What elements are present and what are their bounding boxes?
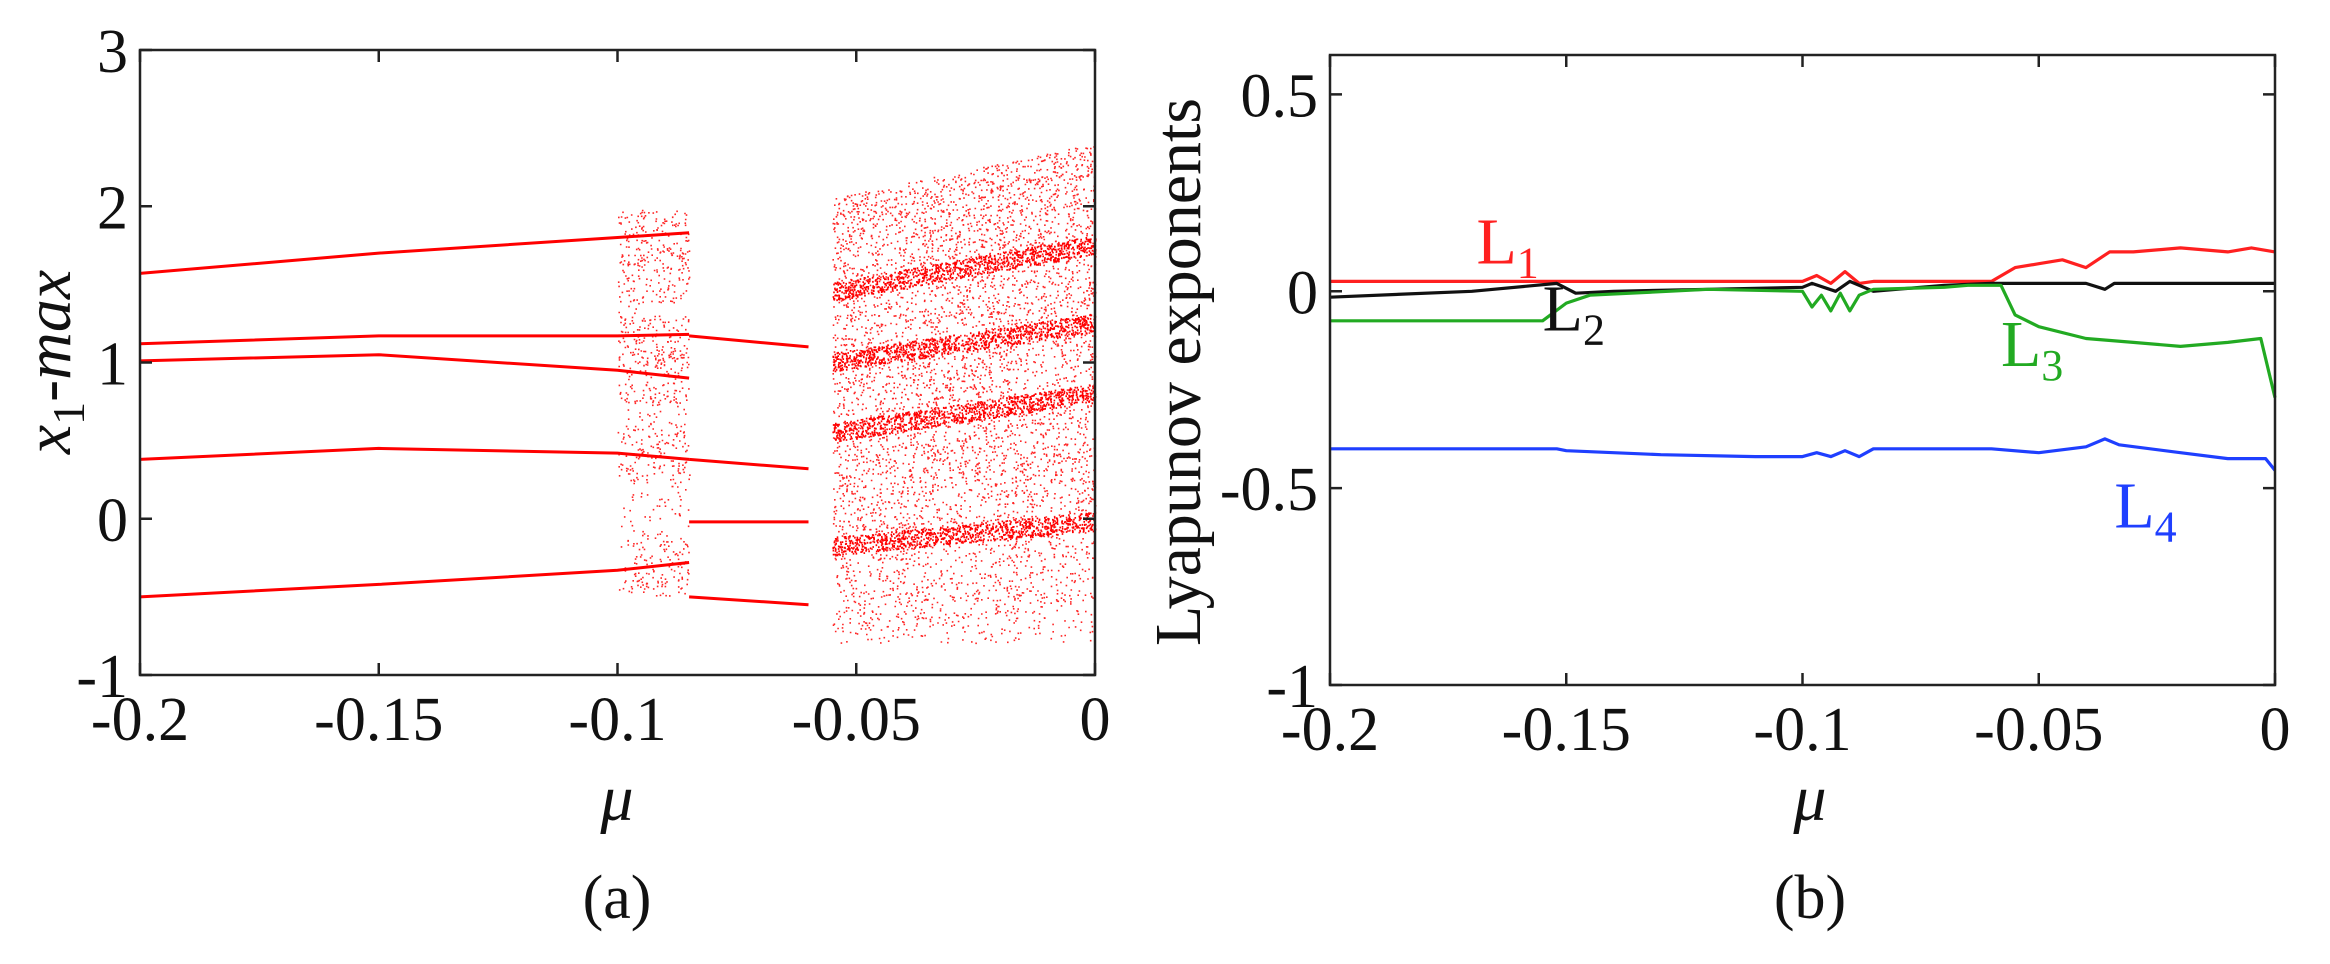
y-label-x: x — [12, 425, 85, 455]
lyapunov-line-L3 — [1330, 283, 2277, 398]
panel-b-x-axis-label: μ — [1792, 762, 1826, 835]
panel-a-ticks — [138, 48, 1097, 677]
x-tick-label: 0 — [2260, 696, 2291, 764]
lyapunov-line-L1 — [1330, 246, 2276, 285]
x-tick-label: -0.05 — [1974, 696, 2103, 764]
y-tick-label: -0.5 — [1220, 456, 1318, 524]
series-label-L2: L2 — [1543, 273, 1605, 355]
lyapunov-line-L4 — [1330, 437, 2277, 472]
series-label-letter: L — [1476, 206, 1516, 279]
panel-a-x-axis-label: μ — [599, 762, 633, 835]
panel-a-x-tick-labels: -0.2 -0.15 -0.1 -0.05 0 — [91, 686, 1111, 754]
series-label-letter: L — [1543, 273, 1583, 346]
series-label-subscript: 4 — [2155, 503, 2177, 552]
series-label-L1: L1 — [1476, 206, 1538, 288]
bifurcation-branch — [139, 332, 690, 346]
panel-a-y-axis-label: x1-max — [12, 270, 94, 455]
y-tick-label: 0.5 — [1241, 62, 1319, 130]
panel-b-lyapunov: -0.2 -0.15 -0.1 -0.05 0 -1 -0.5 0 0.5 μ Lyapuno… — [1142, 53, 2291, 932]
y-tick-label: 0 — [97, 487, 128, 555]
series-label-subscript: 1 — [1517, 239, 1539, 288]
series-label-subscript: 2 — [1583, 306, 1605, 355]
y-tick-label: 0 — [1287, 259, 1318, 327]
bifurcation-branch — [689, 595, 809, 607]
panel-b-ticks — [1328, 55, 2277, 687]
x-tick-label: 0 — [1080, 686, 1111, 754]
panel-a-frame — [138, 48, 1097, 677]
x-tick-label: -0.05 — [792, 686, 921, 754]
bifurcation-branch — [139, 353, 690, 380]
x-tick-label: -0.1 — [568, 686, 666, 754]
bifurcation-branch — [139, 561, 690, 599]
x-tick-label: -0.15 — [314, 686, 443, 754]
y-tick-label: 1 — [97, 331, 128, 399]
panel-b-y-tick-labels: -1 -0.5 0 0.5 — [1220, 62, 1318, 721]
y-tick-label: -1 — [1266, 653, 1318, 721]
bifurcation-branch — [139, 231, 690, 275]
panel-a-caption: (a) — [583, 864, 652, 932]
panel-b-x-tick-labels: -0.2 -0.15 -0.1 -0.05 0 — [1281, 696, 2291, 764]
chaotic-band — [832, 511, 1097, 557]
y-label-suffix: -max — [12, 270, 85, 402]
y-tick-label: 3 — [97, 18, 128, 86]
series-label-L3: L3 — [2001, 308, 2063, 390]
bifurcation-points — [139, 146, 1097, 645]
panel-b-frame — [1328, 53, 2277, 687]
bifurcation-branch — [139, 446, 690, 461]
chaotic-band — [832, 313, 1097, 373]
panel-b-caption: (b) — [1774, 864, 1846, 932]
lyapunov-line-L2 — [1329, 279, 2275, 299]
bifurcation-branch — [688, 334, 809, 349]
series-label-letter: L — [2001, 308, 2041, 381]
chaotic-band — [832, 237, 1097, 302]
y-label-subscript: 1 — [43, 402, 94, 425]
panel-a-bifurcation: -0.2 -0.15 -0.1 -0.05 0 -1 0 1 2 3 μ x1-max (a) — [12, 18, 1111, 932]
bifurcation-branch — [688, 457, 809, 471]
x-tick-label: -0.15 — [1502, 696, 1631, 764]
x-tick-label: -0.2 — [1281, 696, 1379, 764]
series-label-subscript: 3 — [2041, 341, 2063, 390]
y-tick-label: 2 — [97, 174, 128, 242]
panel-b-y-axis-label: Lyapunov exponents — [1142, 98, 1215, 646]
panel-a-y-tick-labels: -1 0 1 2 3 — [76, 18, 128, 711]
chaotic-band — [832, 384, 1097, 442]
x-tick-label: -0.1 — [1753, 696, 1851, 764]
x-tick-label: -0.2 — [91, 686, 189, 754]
series-label-L4: L4 — [2114, 470, 2176, 552]
lyapunov-lines — [1329, 246, 2277, 472]
chaotic-region — [617, 209, 691, 597]
series-label-letter: L — [2114, 470, 2154, 543]
y-tick-label: -1 — [76, 643, 128, 711]
